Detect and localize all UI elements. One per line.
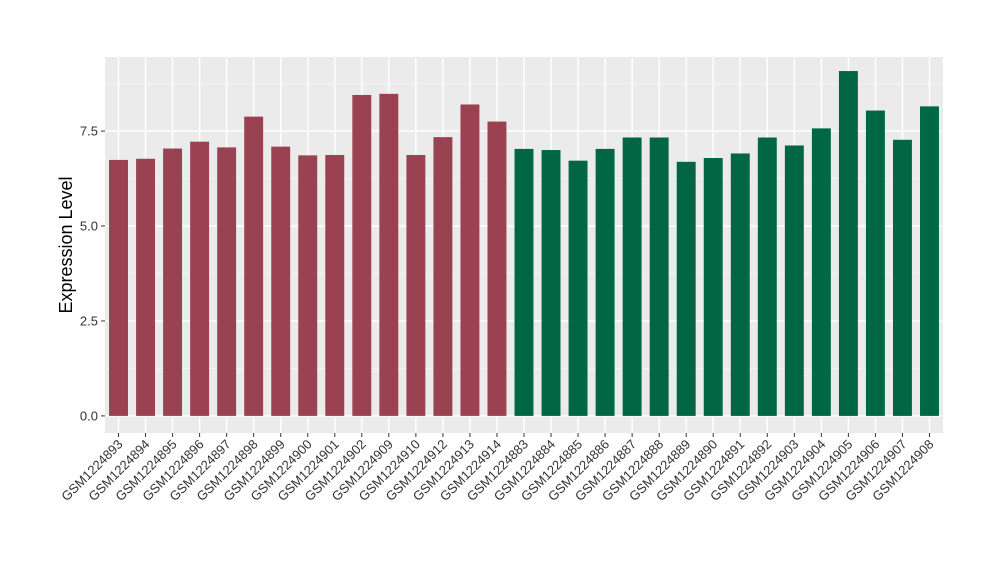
bar — [649, 137, 669, 416]
bar — [730, 153, 750, 416]
x-axis: GSM1224893GSM1224894GSM1224895GSM1224896… — [58, 433, 937, 504]
bar — [784, 145, 804, 416]
bar — [433, 137, 453, 416]
bar — [136, 158, 156, 416]
bar — [163, 148, 183, 416]
bar — [271, 146, 291, 416]
y-axis-title: Expression Level — [56, 176, 76, 313]
y-tick-label: 7.5 — [80, 124, 98, 139]
bar — [514, 148, 534, 416]
bar — [838, 71, 858, 416]
bar — [406, 154, 426, 416]
bar — [757, 137, 777, 416]
y-tick-label: 0.0 — [80, 408, 98, 423]
bar — [595, 148, 615, 416]
bar — [568, 160, 588, 416]
bar — [325, 154, 345, 416]
bar — [460, 104, 480, 416]
bar — [622, 137, 642, 416]
bars — [109, 71, 939, 416]
bar — [217, 147, 237, 416]
bar — [676, 161, 696, 416]
bar — [244, 116, 264, 416]
bar — [379, 93, 399, 416]
bar — [703, 158, 723, 416]
y-tick-label: 5.0 — [80, 219, 98, 234]
bar — [190, 141, 210, 416]
bar — [892, 139, 912, 416]
y-axis: 0.0 2.5 5.0 7.5 — [80, 124, 105, 423]
bar — [352, 94, 372, 416]
bar — [541, 150, 561, 416]
y-tick-label: 2.5 — [80, 313, 98, 328]
bar — [487, 121, 507, 416]
bar — [811, 128, 831, 416]
bar — [865, 110, 885, 416]
bar — [298, 155, 318, 416]
bar — [109, 159, 128, 416]
bar — [920, 106, 939, 416]
